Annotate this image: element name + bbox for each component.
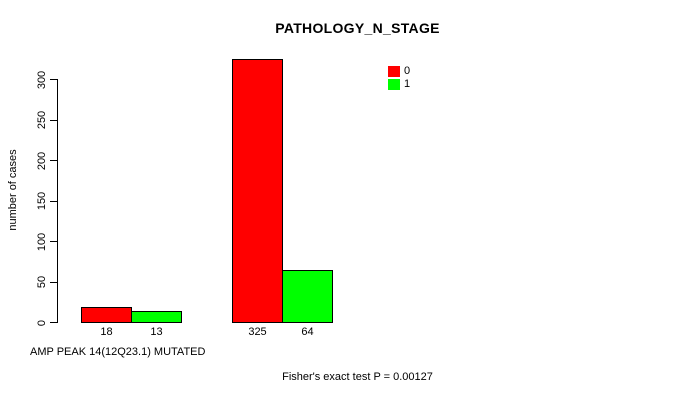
legend-label-0: 0 — [404, 65, 411, 77]
chart-title: PATHOLOGY_N_STAGE — [275, 20, 440, 36]
y-axis-tick-label: 100 — [36, 232, 48, 251]
y-axis-tick — [50, 322, 57, 323]
bar-series-0-group-0 — [81, 307, 132, 323]
y-axis-tick-label: 250 — [36, 110, 48, 130]
legend: 0 1 — [388, 65, 410, 91]
bar-series-1-group-1 — [282, 270, 333, 323]
bar-series-0-group-1 — [232, 59, 283, 323]
bar-series-1-group-0 — [131, 311, 182, 323]
legend-swatch-0 — [388, 66, 400, 77]
y-axis-tick — [50, 160, 57, 161]
legend-swatch-1 — [388, 79, 400, 90]
y-axis-tick — [50, 200, 57, 202]
y-axis-label: number of cases — [7, 149, 19, 231]
y-axis-line — [57, 79, 58, 323]
bar-value-label: 18 — [100, 326, 113, 338]
x-axis-label: AMP PEAK 14(12Q23.1) MUTATED — [30, 346, 206, 358]
y-axis-tick — [50, 119, 57, 121]
annotation-text: Fisher's exact test P = 0.00127 — [282, 371, 433, 383]
y-axis-tick-label: 0 — [36, 319, 48, 326]
y-axis-tick-label: 300 — [36, 70, 48, 89]
legend-label-1: 1 — [404, 78, 411, 90]
legend-row: 1 — [388, 78, 410, 91]
bar-value-label: 325 — [248, 326, 267, 338]
y-axis-tick-label: 50 — [36, 275, 48, 289]
y-axis-tick — [50, 241, 57, 242]
y-axis-tick-label: 150 — [36, 191, 48, 211]
y-axis-tick — [50, 79, 57, 80]
bar-value-label: 64 — [301, 326, 314, 338]
legend-row: 0 — [388, 65, 410, 78]
y-axis-tick — [50, 281, 57, 283]
bar-value-label: 13 — [150, 326, 163, 338]
y-axis-tick-label: 200 — [36, 151, 48, 170]
